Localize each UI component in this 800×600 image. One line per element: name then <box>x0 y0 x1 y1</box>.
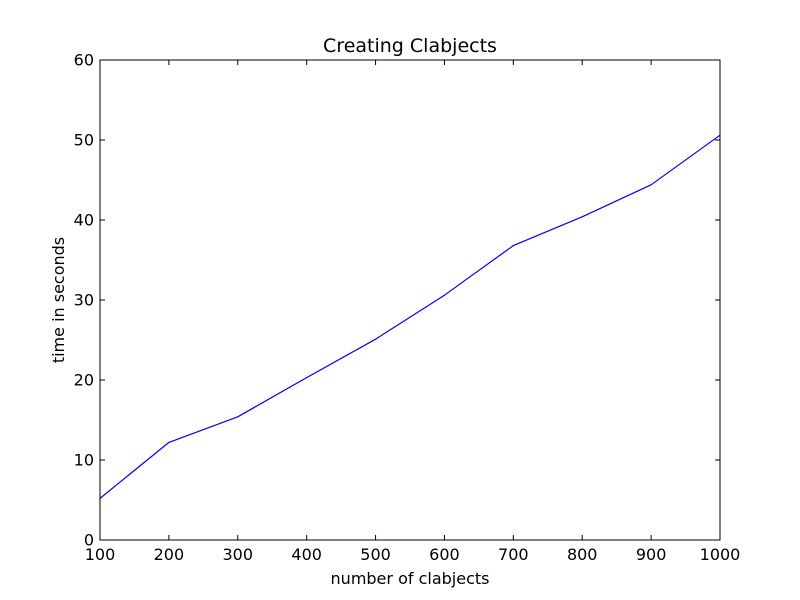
x-tick-label: 300 <box>223 545 254 564</box>
x-tick-label: 100 <box>85 545 116 564</box>
series-line <box>99 134 721 499</box>
data-point <box>650 184 652 186</box>
y-tick-label: 60 <box>74 51 94 70</box>
y-tick-label: 0 <box>84 531 94 550</box>
x-tick-label: 200 <box>154 545 185 564</box>
y-tick-label: 20 <box>74 371 94 390</box>
chart-title: Creating Clabjects <box>323 35 497 57</box>
x-tick-label: 700 <box>498 545 529 564</box>
x-tick-label: 900 <box>636 545 667 564</box>
data-point <box>168 441 170 443</box>
y-tick-label: 30 <box>74 291 94 310</box>
x-tick-label: 1000 <box>700 545 741 564</box>
x-axis-label: number of clabjects <box>331 569 490 588</box>
x-tick-label: 500 <box>360 545 391 564</box>
data-point <box>306 377 308 379</box>
x-tick-label: 600 <box>429 545 460 564</box>
series-layer <box>99 134 721 499</box>
plot-area-frame <box>99 59 721 541</box>
data-point <box>512 245 514 247</box>
data-point <box>581 216 583 218</box>
data-point <box>443 294 446 296</box>
y-axis-label: time in seconds <box>49 237 68 363</box>
x-tick-label: 400 <box>291 545 322 564</box>
y-tick-label: 10 <box>74 451 94 470</box>
data-point <box>374 338 377 340</box>
ticks-layer: 100 200 300 400 500 600 700 800 900 1000 0 10 20 30 40… <box>74 51 741 565</box>
y-tick-label: 40 <box>74 211 94 230</box>
y-tick-label: 50 <box>74 131 94 150</box>
data-point <box>237 416 239 418</box>
x-tick-label: 800 <box>567 545 598 564</box>
